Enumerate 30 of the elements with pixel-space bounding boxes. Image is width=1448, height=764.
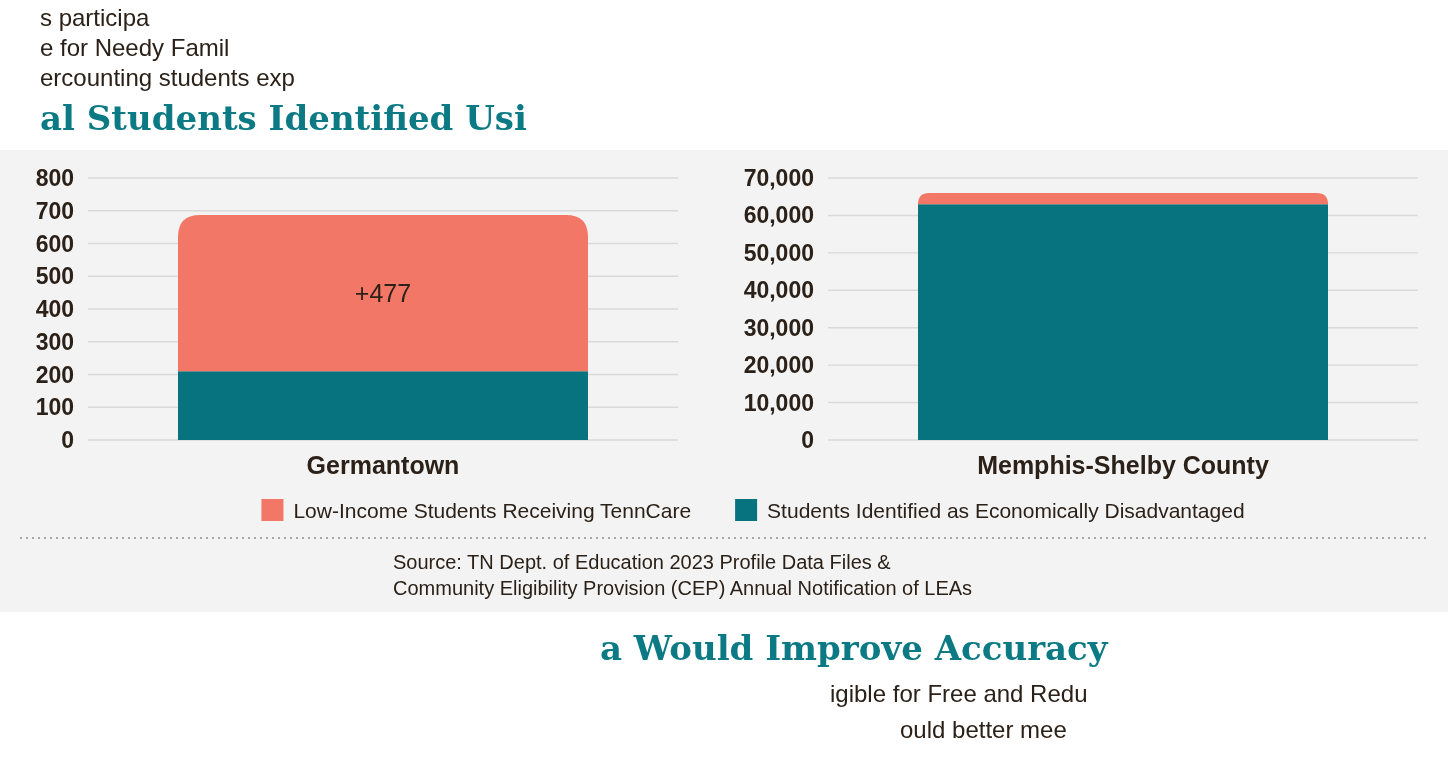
data-label: +477 — [354, 279, 412, 308]
y-tick-label: 0 — [801, 427, 814, 453]
y-tick-label: 800 — [35, 165, 74, 191]
y-tick-label: 300 — [35, 328, 74, 355]
text: a Would Improve Accuracy — [600, 628, 1109, 668]
y-tick-label: 200 — [35, 361, 74, 388]
y-tick-label: 100 — [35, 394, 74, 421]
x-tick-label: Memphis-Shelby County — [977, 451, 1269, 479]
y-tick-label: 600 — [35, 230, 74, 257]
text: ercounting students exp — [40, 64, 295, 91]
text: s participa — [40, 4, 151, 31]
text: ould better mee — [900, 716, 1067, 743]
y-tick-label: 40,000 — [743, 277, 814, 304]
text: e for Needy Famil — [40, 34, 230, 61]
x-tick-label: Germantown — [306, 451, 460, 479]
y-tick-label: 700 — [35, 197, 74, 224]
y-tick-label: 0 — [61, 427, 74, 453]
legend-label: Students Identified as Economically Disadvantaged — [767, 498, 1245, 522]
source-note: Source: TN Dept. of Education 2023 Profile Data Files & Community Eligibility Provision (CEP) Annual Notification of LEAs — [393, 551, 973, 599]
y-tick-label: 60,000 — [743, 202, 814, 229]
y-tick-label: 70,000 — [743, 165, 814, 191]
y-tick-label: 10,000 — [743, 389, 814, 416]
y-tick-label: 500 — [35, 263, 74, 290]
text: igible for Free and Redu — [830, 680, 1088, 707]
y-tick-label: 30,000 — [743, 314, 814, 341]
y-tick-label: 20,000 — [743, 352, 814, 379]
legend-label: Low-Income Students Receiving TennCare — [293, 498, 692, 522]
y-tick-label: 50,000 — [743, 239, 814, 266]
chart-title: al Students Identified Usi — [40, 98, 527, 138]
y-tick-label: 400 — [35, 296, 74, 322]
